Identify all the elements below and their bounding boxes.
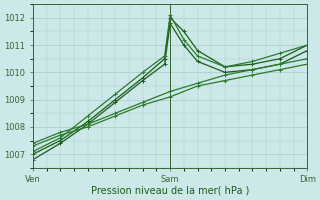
X-axis label: Pression niveau de la mer( hPa ): Pression niveau de la mer( hPa ) bbox=[91, 186, 249, 196]
